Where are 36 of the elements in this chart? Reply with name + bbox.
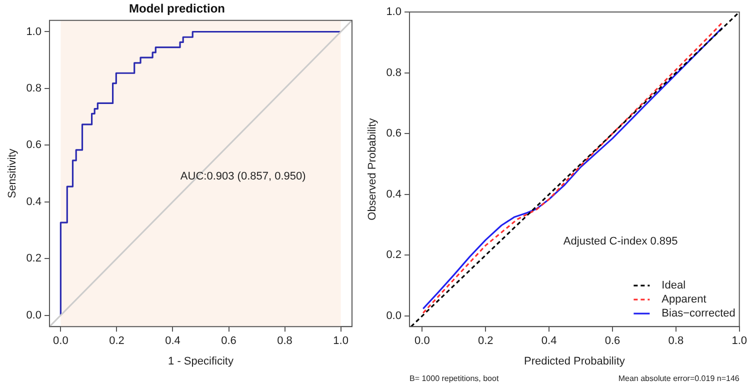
y-tick-label: 0.4 [26,196,42,208]
x-tick-label: 0.4 [165,335,180,348]
x-tick-label: 0.8 [668,335,684,348]
x-tick-label: 0.6 [221,335,236,348]
legend-label: Apparent [662,294,706,306]
text: B= 1000 repetitions, boot [409,374,500,384]
y-tick-label: 1.0 [26,26,42,38]
y-tick-label: 0.2 [386,249,402,262]
annotation: Adjusted C-index 0.895 [563,236,678,248]
annotation: AUC:0.903 (0.857, 0.950) [180,170,306,183]
y-axis-title: Sensitivity [6,148,19,198]
x-tick-label: 0.2 [478,335,494,348]
chart-title: Model prediction [129,2,225,16]
y-tick-label: 0.8 [26,82,42,94]
x-tick-label: 0.2 [109,335,124,348]
legend-label: Bias−corrected [662,308,736,320]
y-tick-label: 0.4 [386,188,402,200]
legend-label: Ideal [662,280,686,292]
x-tick-label: 0.4 [541,335,557,348]
y-tick-label: 0.0 [386,310,402,322]
x-tick-label: 0.0 [414,335,430,348]
y-tick-label: 0.0 [26,309,42,322]
y-tick-label: 0.8 [386,66,402,79]
x-tick-label: 1.0 [333,335,348,348]
y-axis-title: Observed Probability [366,118,379,220]
y-tick-label: 1.0 [386,6,402,18]
x-axis-title: 1 - Specificity [168,355,234,368]
x-tick-label: 0.8 [277,335,292,348]
x-tick-label: 1.0 [732,335,748,348]
y-tick-label: 0.6 [26,139,42,152]
y-tick-label: 0.2 [26,252,42,265]
y-tick-label: 0.6 [386,128,402,140]
x-axis-title: Predicted Probability [524,355,626,368]
text: Mean absolute error=0.019 n=146 [618,374,740,384]
x-tick-label: 0.6 [604,335,620,348]
x-tick-label: 0.0 [53,335,68,348]
